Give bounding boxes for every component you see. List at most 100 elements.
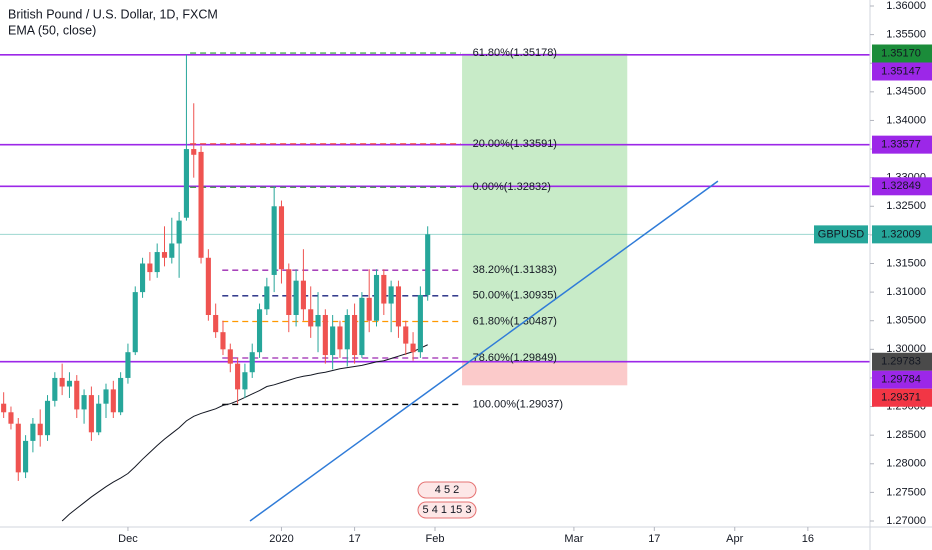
price-tag-label: 1.35147: [881, 65, 921, 77]
candle-body: [96, 403, 102, 433]
candle-body: [271, 206, 277, 275]
candle-body: [242, 372, 248, 390]
position-stop-zone: [462, 361, 628, 386]
price-tag: [872, 44, 932, 63]
indicator-label: EMA (50, close): [8, 23, 96, 37]
candle-body: [337, 326, 343, 350]
candle-body: [37, 423, 43, 436]
candle-body: [118, 377, 124, 413]
candle-body: [44, 400, 51, 436]
candle-body: [359, 297, 365, 356]
price-tag: [872, 177, 932, 196]
price-tag: [872, 352, 932, 371]
price-tag-label: 1.35170: [881, 47, 921, 59]
fib-level-label: 100.00%(1.29037): [473, 398, 564, 410]
position-target-zone: [462, 53, 628, 362]
candle-body: [183, 149, 189, 218]
price-tag-label: 1.29371: [881, 392, 921, 404]
candle-body: [220, 332, 226, 350]
candle-body: [352, 314, 358, 356]
x-tick-label: Dec: [118, 533, 138, 545]
candle-body: [213, 314, 219, 333]
price-tag-label: 1.29784: [881, 374, 921, 386]
fib-level-label: 61.80%(1.35178): [473, 47, 557, 59]
candle-body: [74, 380, 80, 410]
y-tick-label: 1.28500: [886, 429, 926, 441]
candle-body: [425, 234, 431, 295]
x-tick-label: Mar: [564, 533, 583, 545]
candle-body: [403, 326, 409, 344]
price-tag-label: 1.32009: [881, 228, 921, 240]
candle-body: [110, 389, 116, 413]
y-tick-label: 1.32500: [886, 200, 926, 212]
candle-body: [417, 294, 423, 353]
candle-body: [132, 292, 138, 353]
event-row-label: 5 4 1 15 3: [423, 504, 472, 516]
y-tick-label: 1.34000: [886, 114, 926, 126]
candle-body: [81, 395, 87, 410]
price-tag: [872, 62, 932, 81]
fib-level-label: 61.80%(1.30487): [473, 315, 557, 327]
fib-level-label: 20.00%(1.33591): [473, 138, 557, 150]
candle-body: [300, 280, 306, 310]
candle-body: [66, 380, 73, 387]
candle-body: [278, 206, 285, 270]
candle-body: [293, 280, 299, 315]
candle-body: [381, 274, 387, 304]
trendline: [249, 180, 719, 522]
y-tick-label: 1.27000: [886, 515, 926, 527]
candle-body: [176, 220, 182, 244]
candle-body: [330, 326, 336, 356]
candle-body: [52, 377, 58, 401]
x-tick-label: Apr: [726, 533, 743, 545]
x-tick-label: 2020: [269, 533, 293, 545]
candle-body: [161, 252, 168, 258]
x-tick-label: 17: [348, 533, 360, 545]
candle-body: [344, 314, 350, 350]
y-tick-label: 1.31500: [886, 257, 926, 269]
candle-body: [125, 352, 131, 378]
candle-body: [395, 286, 402, 327]
candle-body: [169, 243, 175, 258]
candle-body: [198, 151, 204, 258]
candle-body: [264, 286, 270, 310]
y-tick-label: 1.30500: [886, 315, 926, 327]
candle-body: [308, 309, 314, 327]
candle-body: [286, 269, 292, 315]
candle-body: [322, 314, 328, 356]
x-tick-label: 17: [648, 533, 660, 545]
fib-level-label: 0.00%(1.32832): [473, 181, 551, 193]
y-tick-label: 1.34500: [886, 86, 926, 98]
price-tag: [872, 388, 932, 407]
x-tick-label: 16: [802, 533, 814, 545]
fib-level-label: 78.60%(1.29849): [473, 352, 557, 364]
candle-body: [366, 297, 372, 321]
candle-body: [315, 314, 321, 327]
candle-body: [8, 412, 14, 424]
symbol-tag-label: GBPUSD: [818, 228, 865, 240]
fib-level-label: 38.20%(1.31383): [473, 264, 557, 276]
y-tick-label: 1.28000: [886, 458, 926, 470]
event-icon-group: [417, 501, 477, 519]
candle-body: [373, 274, 380, 321]
candle-body: [147, 263, 153, 273]
symbol-tag: [814, 225, 868, 244]
y-tick-label: 1.35500: [886, 29, 926, 41]
price-tag-label: 1.32849: [881, 180, 921, 192]
price-tag: [872, 370, 932, 389]
x-tick-label: Feb: [426, 533, 445, 545]
candle-body: [227, 349, 233, 364]
candle-body: [15, 423, 21, 473]
y-tick-label: 1.31000: [886, 286, 926, 298]
y-tick-label: 1.30000: [886, 343, 926, 355]
candle-body: [191, 149, 197, 155]
candle-body: [103, 389, 109, 404]
candle-body: [154, 252, 160, 273]
price-tag: [872, 135, 932, 154]
candle-body: [410, 343, 416, 353]
candle-body: [23, 440, 29, 473]
event-row-label: 4 5 2: [435, 484, 459, 496]
candle-body: [235, 363, 241, 390]
price-tag: [872, 225, 932, 244]
